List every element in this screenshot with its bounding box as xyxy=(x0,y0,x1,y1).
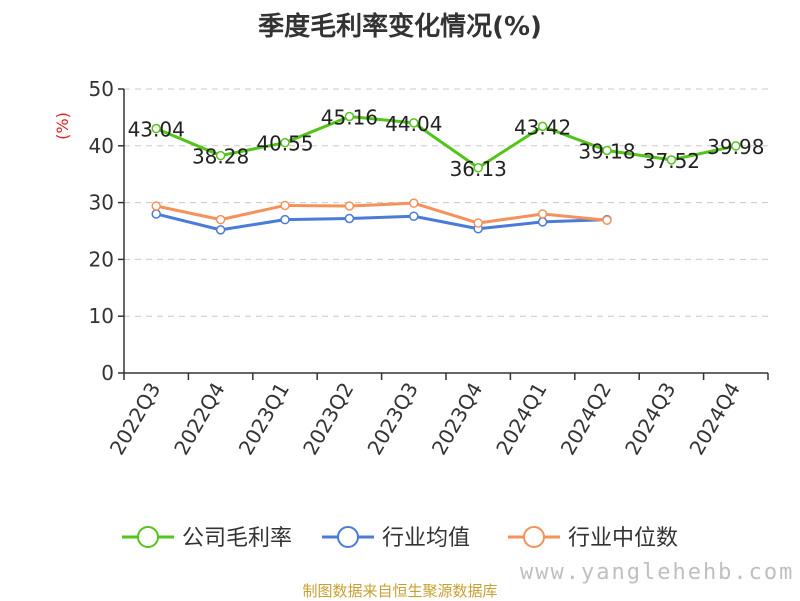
chart-title: 季度毛利率变化情况(%) xyxy=(258,12,542,42)
legend-marker xyxy=(137,526,159,548)
data-point xyxy=(151,209,161,219)
x-tick-label: 2024Q3 xyxy=(620,378,680,459)
series-line xyxy=(155,201,608,225)
data-point xyxy=(280,214,290,225)
data-point xyxy=(473,218,483,228)
watermark: www.yanglehehb.com xyxy=(520,560,795,585)
data-point xyxy=(473,163,483,173)
x-tick-label: 2024Q1 xyxy=(491,378,551,459)
data-point xyxy=(409,118,419,128)
y-tick-label: 40 xyxy=(89,134,114,158)
data-point xyxy=(537,209,548,219)
data-label: 43.42 xyxy=(514,115,571,139)
x-tick-label: 2022Q4 xyxy=(169,378,229,459)
data-labels: 43.04 38.28 40.55 45.16 44.04 36.13 43.42 39.18… xyxy=(128,105,765,180)
legend: 公司毛利率 行业均值 行业中位数 xyxy=(122,526,678,551)
data-label: 40.55 xyxy=(256,132,313,156)
y-tick-label: 10 xyxy=(89,304,114,328)
data-point xyxy=(151,123,161,134)
data-point xyxy=(409,211,419,221)
legend-label: 行业均值 xyxy=(382,526,470,551)
data-point xyxy=(151,201,161,211)
data-point xyxy=(215,225,226,235)
data-label: 38.28 xyxy=(192,145,249,169)
data-point xyxy=(215,214,226,225)
data-label: 39.98 xyxy=(707,135,764,159)
data-point xyxy=(344,201,355,211)
data-label: 44.04 xyxy=(385,112,442,136)
data-point xyxy=(344,111,355,122)
data-point xyxy=(537,121,548,132)
series-line xyxy=(155,212,608,232)
y-tick-label: 30 xyxy=(89,191,114,215)
y-tick-label: 0 xyxy=(101,361,114,385)
x-tick-label: 2023Q2 xyxy=(298,378,358,459)
legend-marker xyxy=(523,526,545,548)
legend-label: 行业中位数 xyxy=(568,526,678,551)
x-tick-label: 2024Q4 xyxy=(684,378,744,459)
data-point xyxy=(602,215,612,225)
series-line xyxy=(155,114,737,170)
data-point xyxy=(280,200,290,211)
data-point xyxy=(731,141,741,151)
data-point xyxy=(666,155,677,165)
data-point xyxy=(602,145,612,156)
data-label: 45.16 xyxy=(321,105,378,129)
y-tick-label: 20 xyxy=(89,247,114,271)
data-label: 43.04 xyxy=(128,118,185,142)
x-tick-label: 2023Q3 xyxy=(362,378,422,459)
data-point xyxy=(215,150,226,161)
data-point xyxy=(344,213,355,224)
data-point xyxy=(280,137,290,148)
source-note: 制图数据来自恒生聚源数据库 xyxy=(302,582,498,600)
data-point xyxy=(409,198,419,208)
x-tick-label: 2024Q2 xyxy=(556,378,616,459)
x-tick-label: 2022Q3 xyxy=(105,378,165,459)
series-lines xyxy=(151,111,741,235)
data-label: 36.13 xyxy=(450,157,507,181)
x-tick-label: 2023Q1 xyxy=(234,378,294,459)
data-point xyxy=(537,217,548,227)
data-label: 39.18 xyxy=(578,139,635,163)
x-tick-label: 2023Q4 xyxy=(427,378,487,459)
y-tick-label: 50 xyxy=(89,77,114,101)
grid-lines xyxy=(124,88,768,317)
legend-label: 公司毛利率 xyxy=(182,526,292,551)
legend-marker xyxy=(337,526,359,548)
y-axis-label: (%) xyxy=(53,112,72,140)
data-label: 37.52 xyxy=(643,149,700,173)
